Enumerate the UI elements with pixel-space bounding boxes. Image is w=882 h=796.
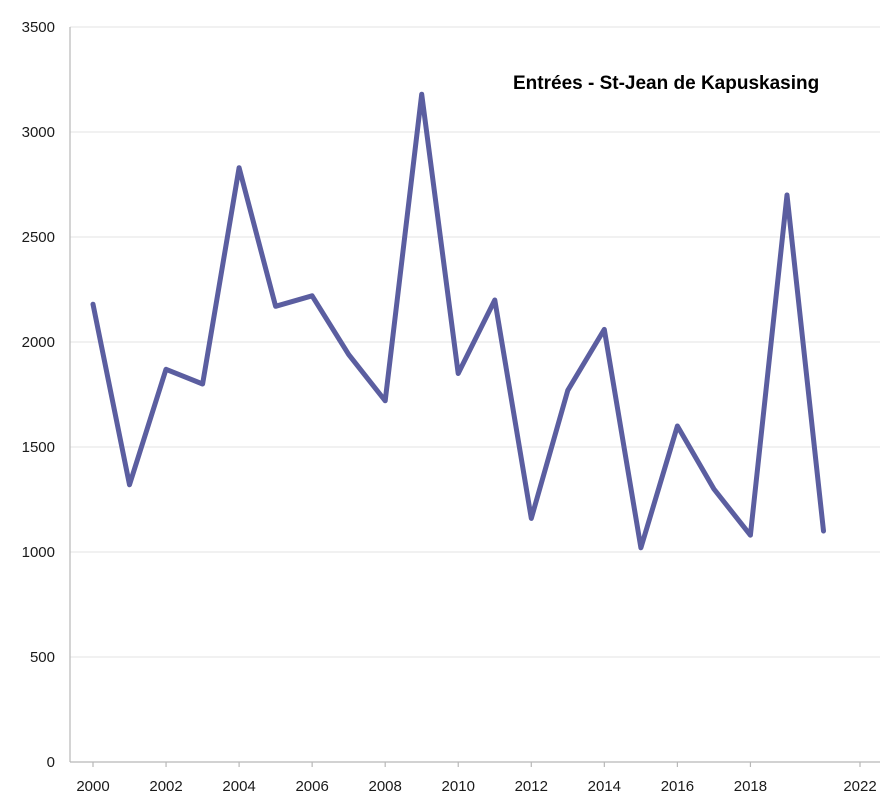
x-tick-label: 2008 (369, 778, 402, 795)
x-tick-label: 2004 (222, 778, 255, 795)
legend: Entrées - St-Jean de Kapuskasing (486, 48, 878, 114)
data-point (236, 165, 242, 170)
x-tick-label: 2018 (734, 778, 767, 795)
y-tick-label: 3000 (22, 124, 55, 141)
data-point (90, 302, 96, 307)
data-point (602, 327, 607, 332)
axes (69, 27, 880, 767)
x-tick-label: 2022 (843, 778, 876, 795)
data-point (309, 293, 315, 298)
x-tick-label: 2006 (295, 778, 328, 795)
series (90, 91, 826, 551)
x-tick-label: 2014 (588, 778, 621, 795)
y-tick-label: 0 (47, 754, 55, 771)
y-tick-label: 1500 (22, 439, 55, 456)
legend-box (486, 48, 878, 114)
data-point (127, 482, 132, 487)
y-tick-label: 1000 (22, 544, 55, 561)
data-point (382, 398, 388, 403)
data-point (529, 516, 534, 521)
data-point (419, 92, 424, 97)
y-tick-label: 500 (30, 649, 55, 666)
data-point (675, 423, 680, 429)
data-point (456, 371, 461, 376)
x-tick-label: 2000 (76, 778, 109, 795)
y-tick-label: 2000 (22, 334, 55, 351)
x-tick-label: 2012 (515, 778, 548, 795)
data-point (711, 486, 717, 492)
legend-label: Entrées - St-Jean de Kapuskasing (513, 73, 819, 94)
x-tick-labels: 2000 2002 2004 2006 2008 2010 2012 2014 2016 2018… (76, 778, 876, 795)
data-point (200, 381, 205, 387)
data-point (163, 367, 169, 372)
x-tick-label: 2010 (442, 778, 475, 795)
y-tick-label: 3500 (22, 19, 55, 36)
data-point (565, 388, 571, 393)
y-tick-labels: 0 500 1000 1500 2000 2500 3000 3500 (22, 19, 55, 771)
data-point (638, 545, 644, 550)
data-point (492, 297, 497, 303)
y-tick-label: 2500 (22, 229, 55, 246)
grid-lines (70, 26, 880, 658)
data-point (748, 533, 753, 538)
data-point (821, 528, 826, 534)
series-line (90, 91, 826, 551)
data-point (784, 192, 790, 198)
x-tick-label: 2016 (661, 778, 694, 795)
data-point (273, 304, 278, 309)
x-tick-label: 2002 (149, 778, 182, 795)
data-point (346, 352, 351, 357)
